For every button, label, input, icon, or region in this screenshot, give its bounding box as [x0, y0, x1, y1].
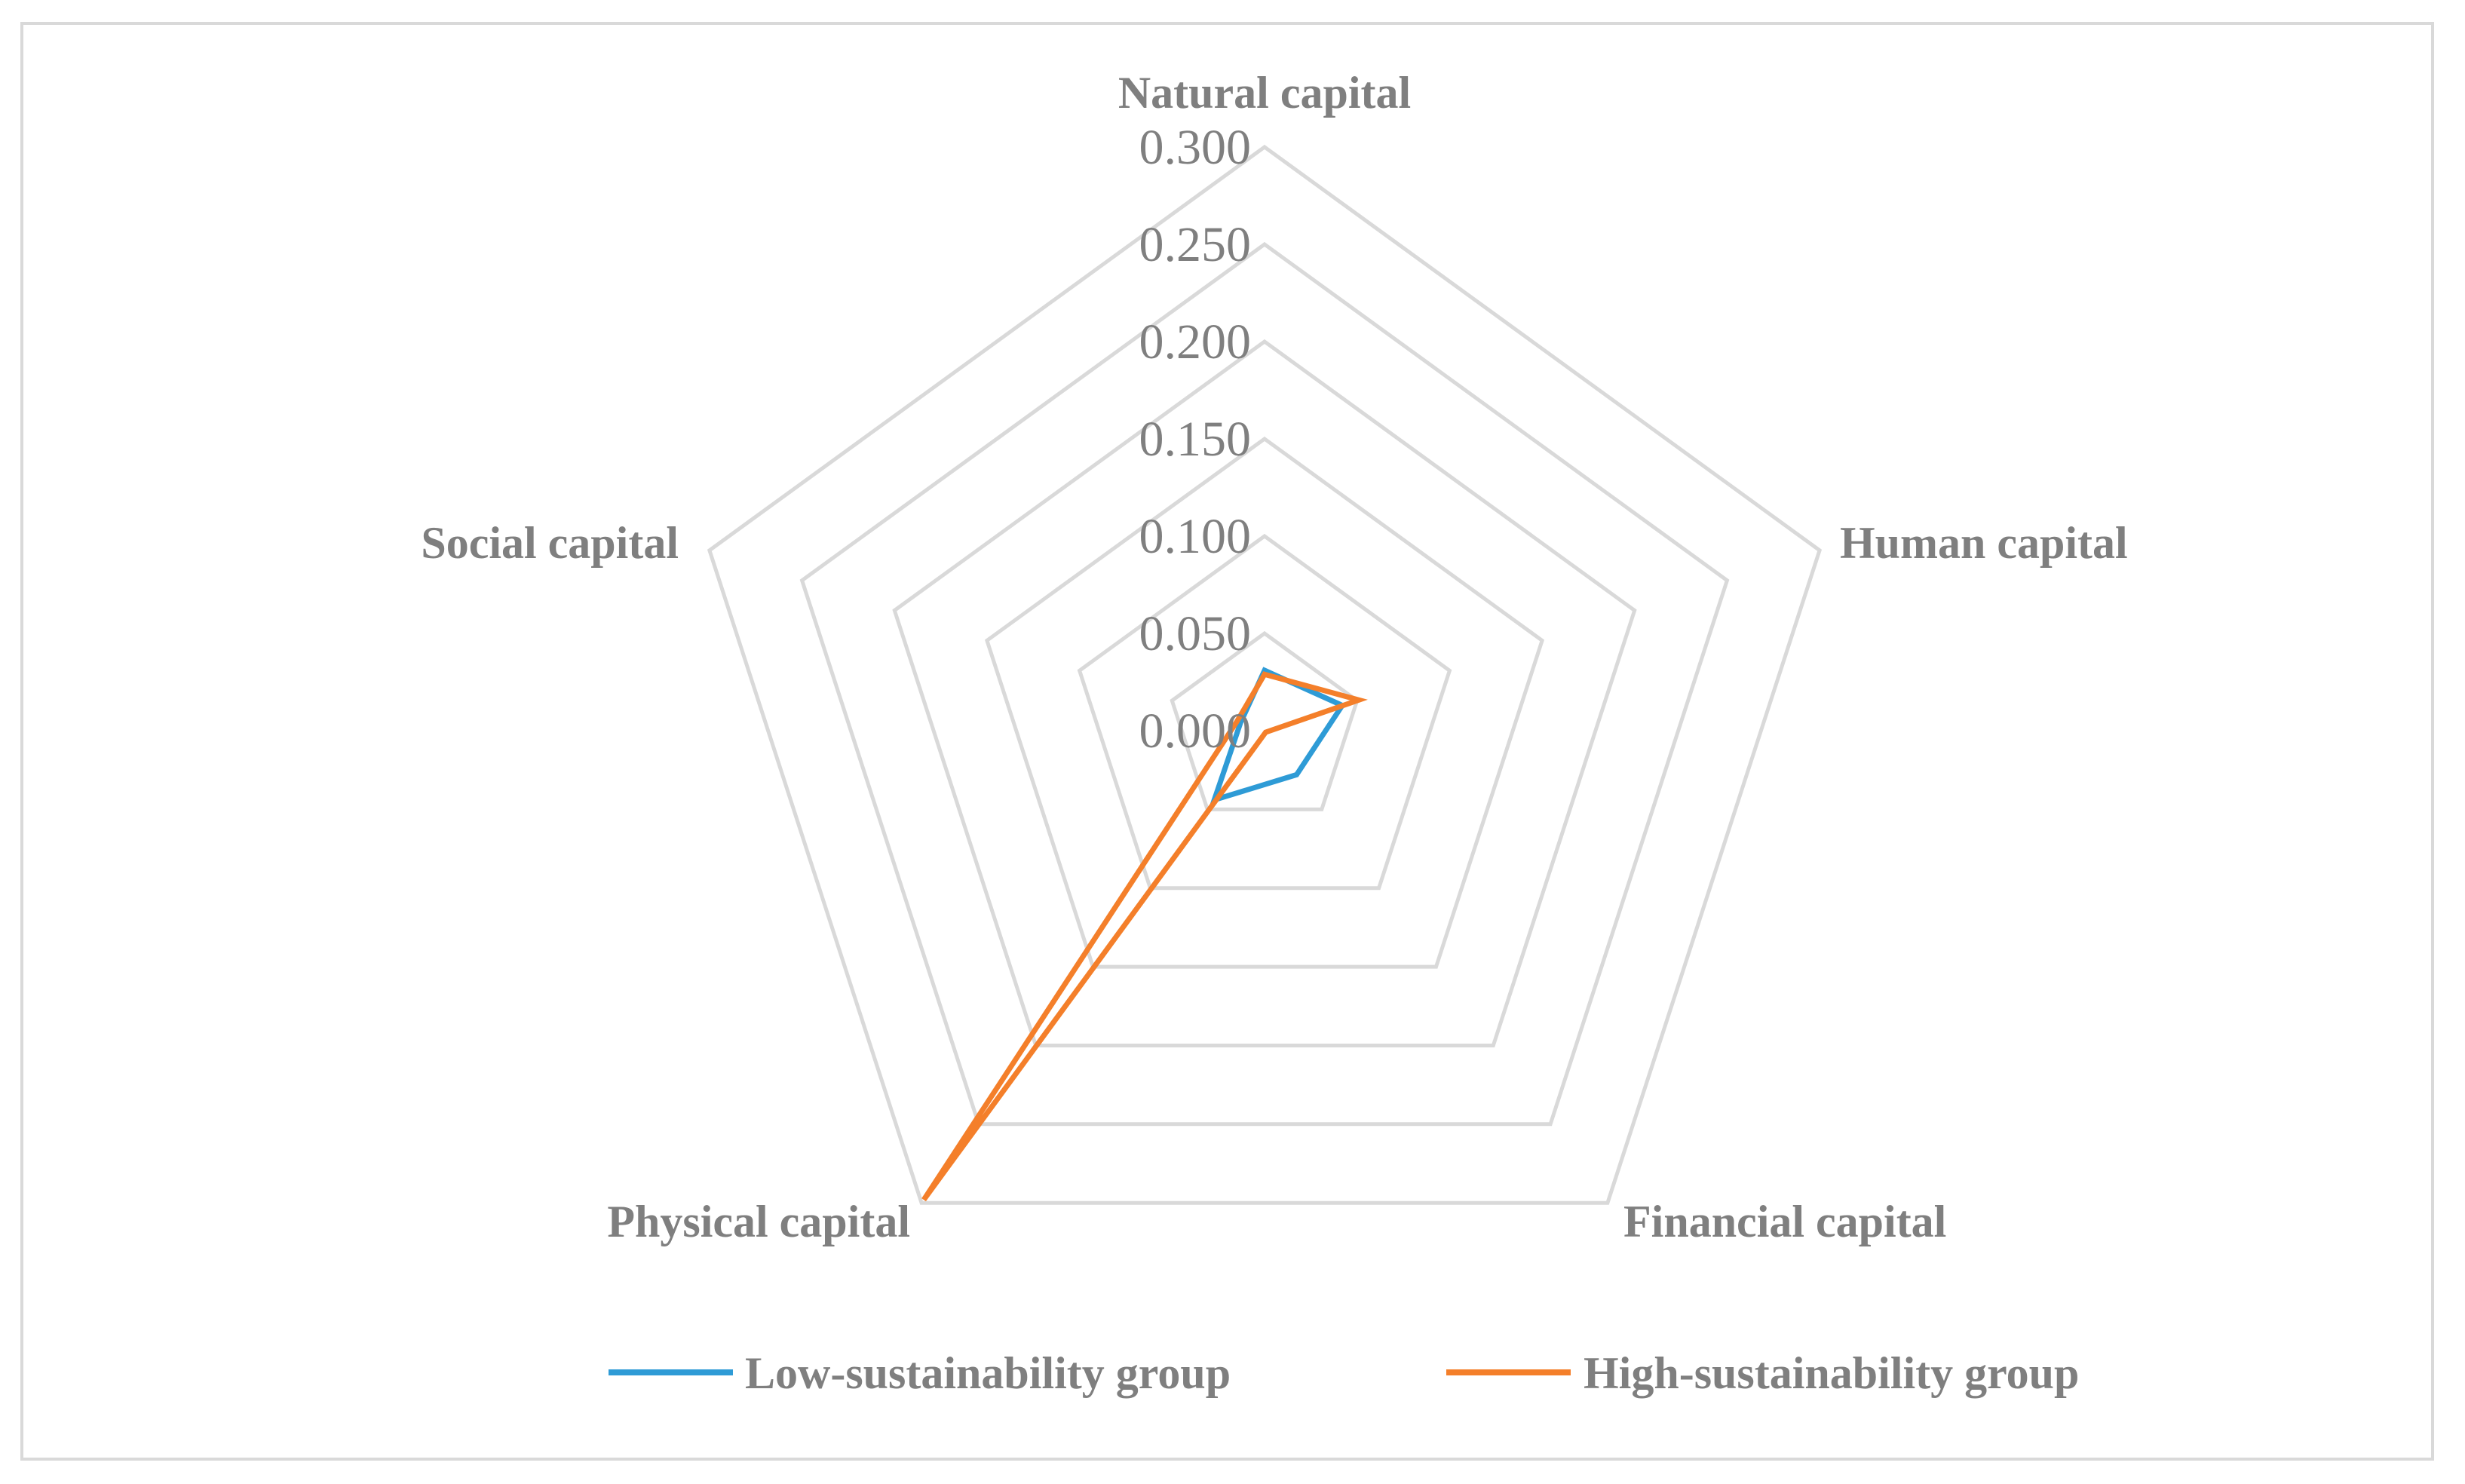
axis-label: Natural capital [1118, 68, 1411, 118]
tick-label: 0.200 [1139, 314, 1252, 369]
tick-label: 0.300 [1139, 120, 1252, 175]
tick-label: 0.050 [1139, 606, 1252, 661]
axis-label: Financial capital [1623, 1197, 1946, 1246]
grid-ring [1170, 630, 1360, 811]
grid-ring [984, 436, 1545, 969]
radar-series [921, 667, 1368, 1202]
grid-ring [1077, 533, 1452, 891]
radial-tick-labels: 0.000 0.050 0.100 0.150 0.200 0.250 0.300 [1139, 120, 1252, 759]
grid-ring [799, 241, 1730, 1127]
series-line-low [1210, 667, 1347, 805]
grid-ring [892, 339, 1637, 1047]
axis-label: Human capital [1840, 518, 2128, 568]
radar-grid [707, 144, 1823, 1205]
axis-label: Social capital [421, 518, 679, 568]
tick-label: 0.100 [1139, 509, 1252, 564]
chart-frame [20, 22, 2434, 1461]
tick-label: 0.150 [1139, 412, 1252, 467]
legend-label: High-sustainability group [1584, 1348, 2079, 1398]
legend: Low-sustainability group High-sustainabil… [609, 1348, 2079, 1398]
grid-ring [707, 144, 1823, 1205]
tick-label: 0.000 [1139, 704, 1252, 759]
axis-labels: Natural capital Human capital Financial ca… [421, 68, 2127, 1246]
axis-label: Physical capital [607, 1197, 910, 1246]
legend-label: Low-sustainability group [745, 1348, 1231, 1398]
tick-label: 0.250 [1139, 217, 1252, 272]
series-line-high [921, 671, 1368, 1202]
